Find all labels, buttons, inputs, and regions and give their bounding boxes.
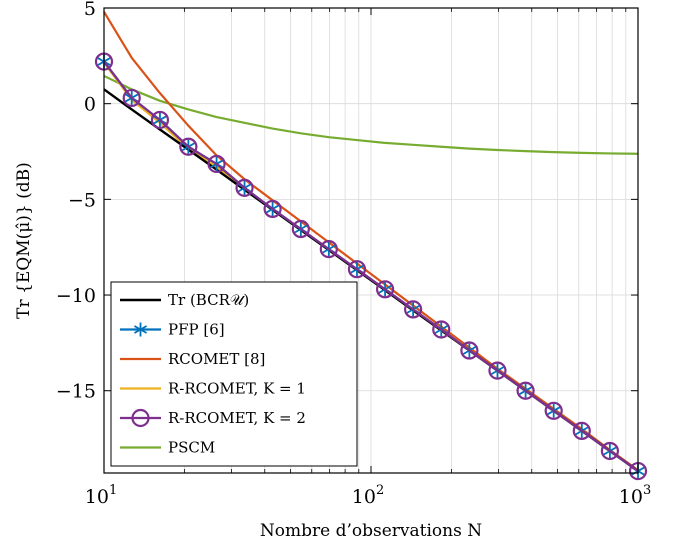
axis-ticks: 101 102 103 5 0 −5 −10 −15 — [56, 0, 651, 508]
x-tick-label: 102 — [352, 483, 384, 508]
legend-label: R-RCOMET, K = 1 — [168, 380, 306, 398]
series-4-point — [460, 341, 479, 360]
series-4-point — [319, 240, 338, 259]
y-tick-label: −5 — [68, 189, 96, 211]
y-tick-label: 0 — [84, 94, 96, 116]
series-4-point — [488, 361, 507, 380]
legend: Tr (BCR𝒰) PFP [6] RCOMET [8] R-RCOMET, K = … — [110, 281, 358, 467]
legend-label: RCOMET [8] — [168, 350, 265, 368]
series-4-point — [572, 421, 591, 441]
x-axis-title: Nombre d’observations N — [260, 521, 482, 541]
legend-label: PFP [6] — [168, 321, 225, 339]
series-4-point — [122, 88, 141, 108]
series-4-point — [516, 381, 535, 400]
grid — [104, 8, 638, 473]
y-tick-label: −15 — [56, 381, 96, 403]
y-tick-label: 5 — [84, 0, 96, 20]
series-4-point — [404, 300, 423, 319]
legend-marker — [131, 408, 150, 428]
legend-label: PSCM — [168, 439, 215, 457]
series-4-point — [291, 219, 310, 239]
legend-box — [110, 281, 358, 467]
series-4-line — [103, 60, 639, 472]
legend-label: Tr (BCR𝒰) — [168, 291, 249, 309]
x-tick-label: 101 — [85, 483, 117, 508]
series-4-point — [150, 110, 170, 130]
x-tick-label: 103 — [619, 483, 651, 508]
series-layer — [94, 11, 648, 481]
series-4-point — [347, 260, 367, 279]
y-tick-label: −10 — [56, 285, 96, 307]
legend-marker — [133, 322, 148, 337]
series-4-point — [207, 154, 226, 174]
asterisk-stroke — [133, 325, 148, 334]
legend-label: R-RCOMET, K = 2 — [168, 409, 306, 427]
series-4-point — [263, 199, 282, 219]
series-5-line — [103, 74, 639, 155]
series-4-point — [235, 178, 254, 197]
series-4-point — [600, 441, 620, 461]
series-4-point — [432, 320, 451, 339]
series-4-point — [544, 401, 563, 420]
series-4-point — [375, 280, 395, 299]
y-axis-title: Tr {EQM(μ̂)} (dB) — [14, 162, 34, 319]
series-4-point — [179, 137, 198, 156]
